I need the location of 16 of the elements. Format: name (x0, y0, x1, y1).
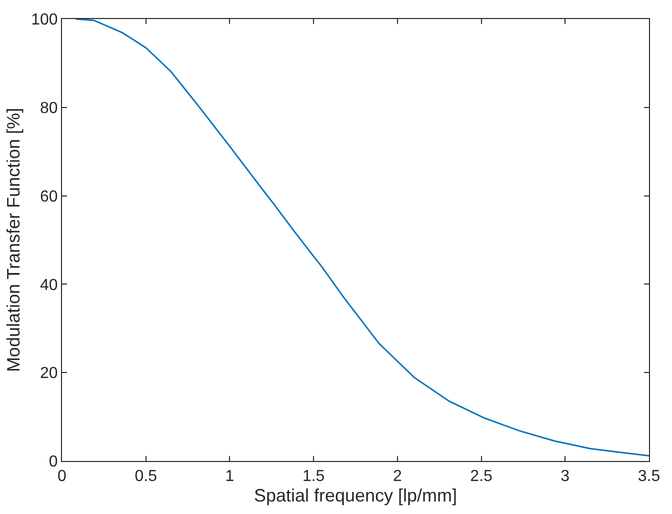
y-tick-label: 100 (31, 12, 58, 29)
x-tick-label: 2.5 (470, 468, 493, 486)
x-tick-label: 3.5 (638, 468, 660, 486)
line-series (74, 19, 649, 456)
x-tick-label: 3 (560, 468, 570, 486)
y-tick-label: 20 (40, 365, 58, 382)
x-tick-label: 1.5 (302, 468, 325, 486)
x-tick-label: 2 (392, 468, 402, 486)
x-tick-label: 0.5 (134, 468, 158, 486)
y-axis-title: Modulation Transfer Function [%] (3, 108, 24, 372)
x-axis-title: Spatial frequency [lp/mm] (254, 485, 458, 506)
y-tick-label: 0 (48, 454, 58, 471)
y-tick-label: 80 (40, 100, 58, 117)
x-tick-label: 1 (225, 468, 234, 486)
y-tick-label: 40 (40, 276, 58, 294)
y-tick-label: 60 (40, 188, 58, 206)
